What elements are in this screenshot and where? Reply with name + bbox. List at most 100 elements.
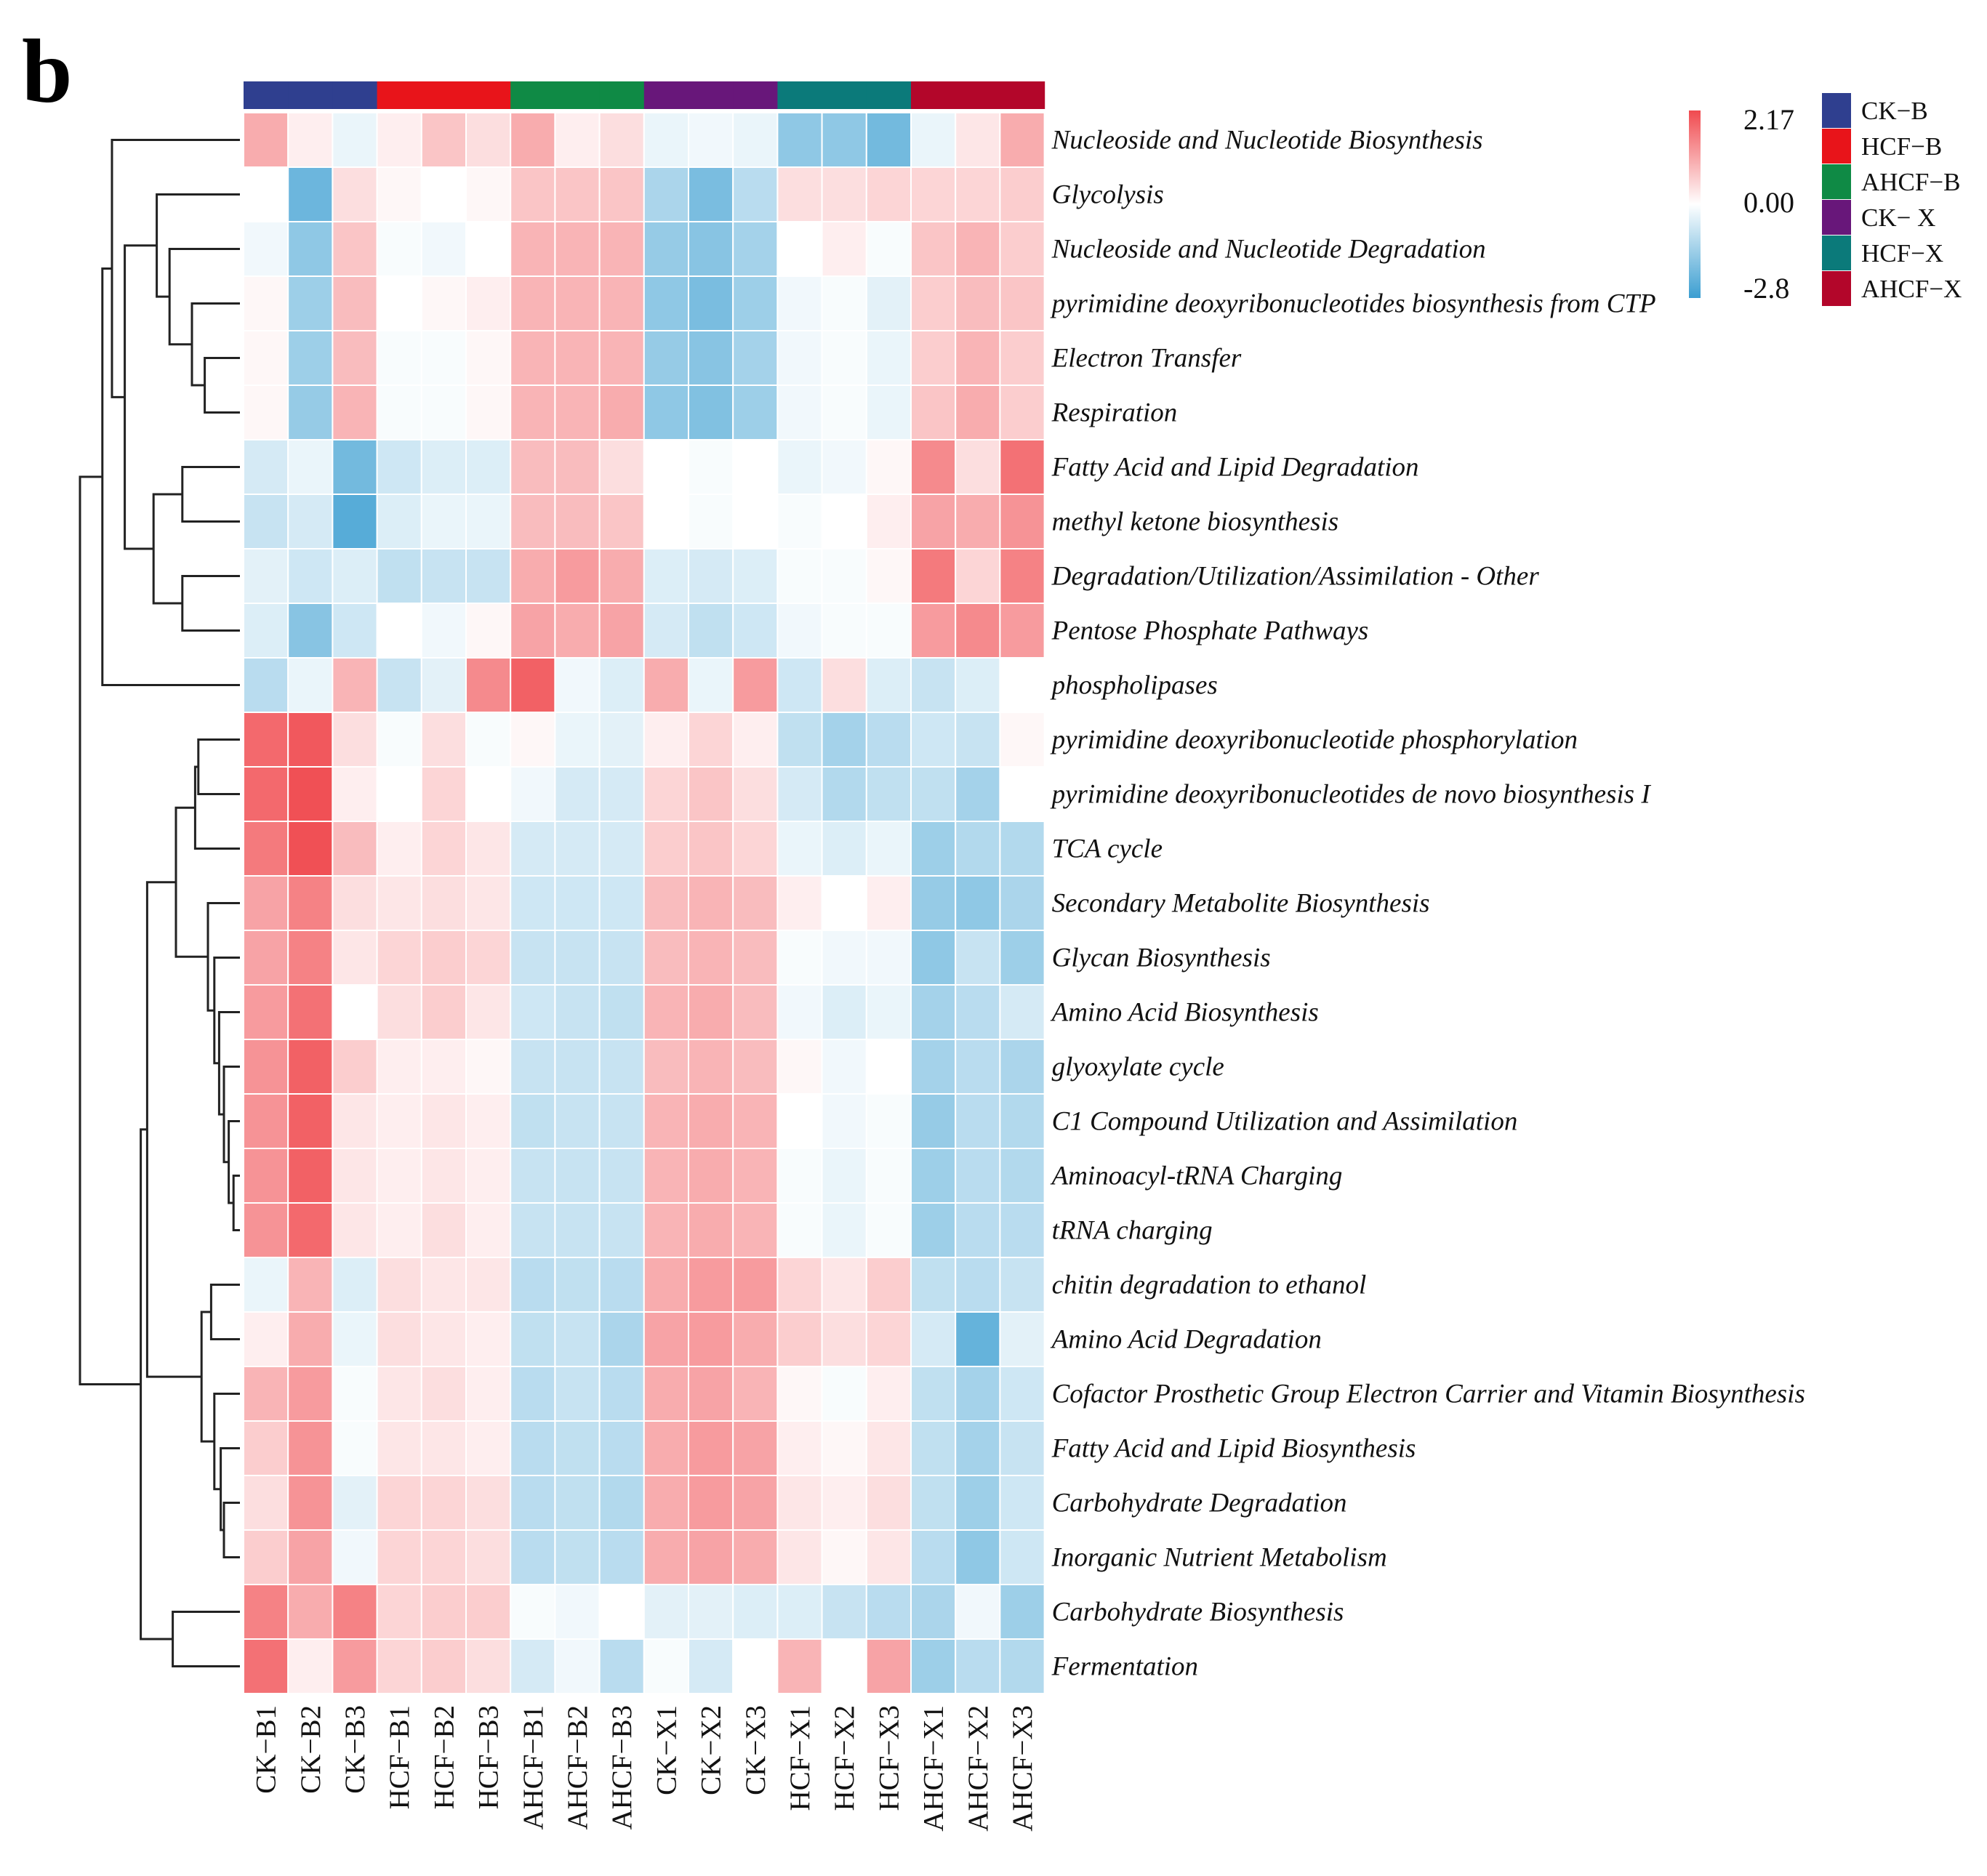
heatmap-cell [332,766,378,822]
heatmap-cell [332,1638,378,1694]
heatmap-cell [420,1202,467,1258]
heatmap-cell [376,1039,422,1095]
heatmap-cell [821,494,867,549]
heatmap-cell [332,875,378,931]
heatmap-cell [643,1475,689,1531]
heatmap-cell [910,930,957,986]
heatmap-cell [598,657,645,713]
heatmap-cell [999,1475,1045,1531]
heatmap-cell [999,439,1045,495]
row-label: C1 Compound Utilization and Assimilation [1052,1107,1518,1137]
heatmap-cell [554,221,601,277]
heatmap-cell [332,112,378,168]
heatmap-cell [420,1311,467,1367]
dendrogram-branch [79,475,141,1385]
dendrogram-branch [209,1284,240,1340]
heatmap-cell [376,1257,422,1313]
heatmap-cell [420,1257,467,1313]
column-label: HCF−B2 [428,1705,459,1809]
heatmap-cell [821,112,867,168]
heatmap-cell [776,1366,823,1422]
heatmap-cell [999,1202,1045,1258]
heatmap-cell [465,657,512,713]
row-label: Cofactor Prosthetic Group Electron Carri… [1052,1380,1805,1409]
heatmap-cell [643,1584,689,1640]
heatmap-cell [420,875,467,931]
heatmap-cell [776,930,823,986]
heatmap-cell [999,1311,1045,1367]
heatmap-cell [955,1093,1001,1149]
heatmap-cell [643,385,689,440]
heatmap-cell [643,1311,689,1367]
heatmap-cell [554,439,601,495]
heatmap-cell [465,712,512,768]
heatmap-cell [287,712,334,768]
column-label: CK−X2 [696,1705,727,1795]
heatmap-cell [332,1202,378,1258]
heatmap-cell [420,712,467,768]
heatmap-cell [465,166,512,222]
heatmap-cell [332,603,378,659]
heatmap-cell [554,1475,601,1531]
row-label: Secondary Metabolite Biosynthesis [1052,889,1430,919]
heatmap-cell [999,821,1045,877]
heatmap-cell [465,1420,512,1476]
heatmap-cell [376,1093,422,1149]
heatmap-cell [332,657,378,713]
heatmap-cell [598,166,645,222]
heatmap-cell [999,603,1045,659]
heatmap-cell [465,275,512,331]
heatmap-cell [643,930,689,986]
heatmap-cell [776,875,823,931]
heatmap-cell [420,330,467,386]
heatmap-cell [865,1638,912,1694]
heatmap-cell [465,984,512,1040]
heatmap-cell [510,766,556,822]
heatmap-cell [999,1638,1045,1694]
heatmap-cell [688,221,734,277]
heatmap-cell [821,766,867,822]
heatmap-cell [776,385,823,440]
heatmap-cell [643,1366,689,1422]
legend-swatch [1822,93,1851,128]
heatmap-cell [510,166,556,222]
heatmap-cell [776,821,823,877]
heatmap-cell [287,1529,334,1585]
heatmap-cell [465,1584,512,1640]
heatmap-cell [554,494,601,549]
heatmap-cell [910,1093,957,1149]
heatmap-cell [376,930,422,986]
legend-label: HCF−X [1861,239,1943,267]
heatmap-cell [732,930,779,986]
heatmap-cell [332,166,378,222]
heatmap-cell [732,548,779,604]
row-label: Inorganic Nutrient Metabolism [1051,1543,1387,1573]
heatmap-cell [420,1420,467,1476]
heatmap-cell [243,1093,289,1149]
heatmap-cell [465,1366,512,1422]
heatmap-cell [420,821,467,877]
heatmap-cell [910,385,957,440]
heatmap-cell [732,1311,779,1367]
heatmap-cell [643,439,689,495]
heatmap-cell [554,984,601,1040]
heatmap-cell [910,766,957,822]
heatmap-cell [243,930,289,986]
heatmap-cell [510,875,556,931]
heatmap-cell [910,1584,957,1640]
heatmap-cell [732,984,779,1040]
heatmap-cell [243,1039,289,1095]
heatmap-cell [465,821,512,877]
heatmap-cell [910,1529,957,1585]
heatmap-cell [688,1366,734,1422]
heatmap-cell [776,166,823,222]
heatmap-cell [465,494,512,549]
heatmap-cell [243,603,289,659]
heatmap-cell [465,1475,512,1531]
heatmap-cell [955,494,1001,549]
heatmap-cell [420,1093,467,1149]
heatmap-cell [688,1638,734,1694]
heatmap-cell [554,821,601,877]
heatmap-cell [776,1093,823,1149]
heatmap-cell [510,112,556,168]
